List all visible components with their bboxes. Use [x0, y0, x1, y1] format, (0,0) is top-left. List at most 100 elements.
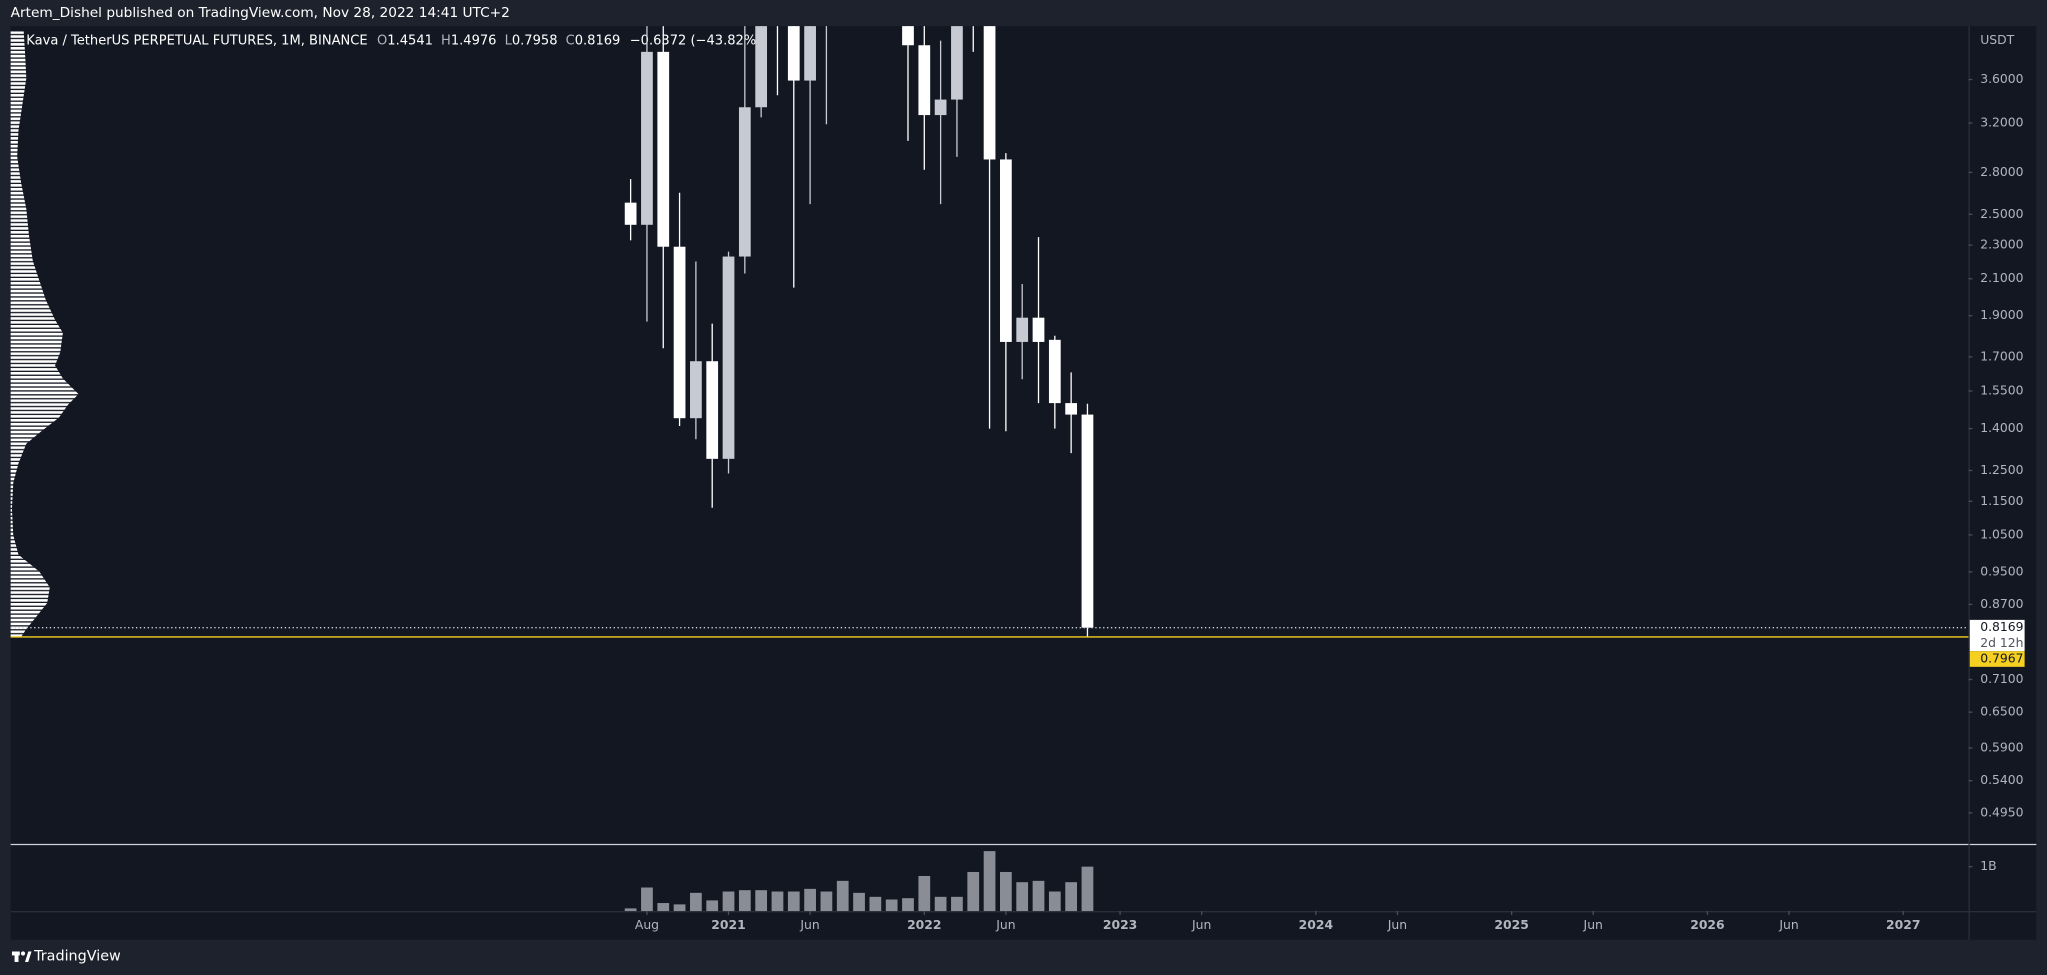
x-tick-label: Jun: [995, 917, 1015, 932]
legend-high-label: H: [441, 33, 451, 48]
candle-body: [918, 45, 931, 116]
volume-bar: [1081, 866, 1094, 912]
volume-bar: [1032, 880, 1045, 912]
volume-bar: [967, 871, 980, 912]
volume-bar: [755, 890, 768, 912]
candles: [624, 26, 1094, 638]
candle-body: [787, 26, 800, 81]
y-tick-label: 1.0500: [1980, 526, 2023, 541]
x-tick-label: 2026: [1690, 917, 1724, 932]
price-line-box: [1969, 651, 2025, 667]
y-tick-label: 1.5500: [1980, 382, 2023, 397]
candle-body: [1000, 159, 1012, 342]
candle-body: [738, 107, 751, 257]
volume-bar: [902, 898, 914, 912]
volume-bar: [1016, 882, 1029, 912]
volume-bar: [918, 875, 931, 912]
candle-body: [706, 361, 719, 459]
y-tick-label: 1.4000: [1980, 420, 2023, 435]
x-tick-label: Jun: [1191, 917, 1211, 932]
y-tick-label: 0.8700: [1980, 596, 2023, 611]
x-tick-label: 2022: [907, 917, 941, 932]
volume-bar: [1048, 891, 1061, 912]
candle-body: [902, 26, 914, 46]
header-text: Artem_Dishel published on TradingView.co…: [11, 5, 510, 21]
volume-bar: [657, 903, 670, 912]
volume-bar: [869, 896, 882, 912]
x-tick-label: 2024: [1299, 917, 1334, 932]
volume-bar: [771, 891, 784, 912]
volume-bar: [706, 900, 719, 912]
legend-close-label: C: [566, 33, 575, 48]
footer-brand: TradingView: [33, 949, 121, 965]
chart-area: [10, 26, 2037, 940]
y-tick-label: 2.3000: [1980, 237, 2023, 252]
legend-symbol: Kava / TetherUS PERPETUAL FUTURES, 1M, B…: [26, 33, 367, 48]
candle-body: [690, 361, 702, 419]
y-tick-label: 1.7000: [1980, 348, 2023, 363]
candle-body: [755, 26, 768, 108]
last-price-box: [1969, 619, 2025, 652]
candle-body: [722, 256, 735, 459]
y-tick-label: 2.1000: [1980, 270, 2023, 285]
candle-body: [673, 246, 686, 419]
volume-bar: [804, 888, 816, 912]
legend-change: −0.6372 (−43.82%): [630, 33, 762, 48]
volume-bar: [690, 892, 702, 912]
volume-bar: [641, 887, 653, 912]
volume-bar: [1065, 882, 1078, 912]
candle-body: [983, 26, 996, 160]
y-tick-label: 0.5900: [1980, 739, 2023, 754]
volume-bar: [853, 892, 865, 912]
volume-bar: [624, 908, 637, 912]
legend: Kava / TetherUS PERPETUAL FUTURES, 1M, B…: [26, 33, 761, 48]
candle-body: [641, 51, 653, 225]
candle-body: [804, 26, 816, 81]
x-tick-label: Jun: [1583, 917, 1603, 932]
last-price-label: 0.8169: [1980, 619, 2023, 634]
volume-bar: [951, 896, 963, 912]
candle-body: [1048, 339, 1061, 404]
candle-body: [934, 99, 947, 116]
candle-body: [1016, 317, 1029, 342]
candle-body: [1032, 317, 1045, 342]
candle-body: [624, 202, 637, 225]
x-tick-label: Aug: [635, 917, 659, 932]
volume-bar: [934, 896, 947, 912]
volume-tick-label: 1B: [1980, 858, 1996, 873]
y-tick-label: 1.9000: [1980, 307, 2023, 322]
volume-bar: [836, 880, 849, 912]
candle-body: [1065, 403, 1078, 415]
candle-body: [951, 26, 963, 100]
y-tick-label: 1.2500: [1980, 462, 2023, 477]
volume-bar: [885, 899, 898, 912]
x-tick-label: Jun: [1387, 917, 1407, 932]
volume-bar: [983, 851, 996, 912]
volume-bar: [787, 891, 800, 912]
legend-low: 0.7958: [512, 33, 558, 48]
volume-bar: [1000, 871, 1012, 912]
legend-open-label: O: [377, 33, 387, 48]
countdown-label: 2d 12h: [1980, 635, 2023, 650]
x-tick-label: 2027: [1886, 917, 1920, 932]
volume-bar: [738, 890, 751, 912]
y-tick-label: 0.5400: [1980, 772, 2023, 787]
logo: [11, 951, 32, 962]
price-line-label: 0.7967: [1980, 651, 2023, 666]
y-tick-label: 2.8000: [1980, 164, 2023, 179]
volume-profile: [10, 31, 79, 637]
x-tick-label: Jun: [799, 917, 819, 932]
x-tick-label: 2021: [711, 917, 745, 932]
legend-open: 1.4541: [387, 33, 433, 48]
y-tick-label: 2.5000: [1980, 206, 2023, 221]
y-tick-label: 1.1500: [1980, 493, 2023, 508]
x-tick-label: 2023: [1103, 917, 1137, 932]
y-tick-label: 3.6000: [1980, 71, 2023, 86]
y-tick-label: 0.4950: [1980, 804, 2023, 819]
candle-body: [1081, 414, 1094, 628]
volume-bar: [722, 891, 735, 912]
x-tick-label: 2025: [1494, 917, 1528, 932]
candle-body: [657, 51, 670, 247]
